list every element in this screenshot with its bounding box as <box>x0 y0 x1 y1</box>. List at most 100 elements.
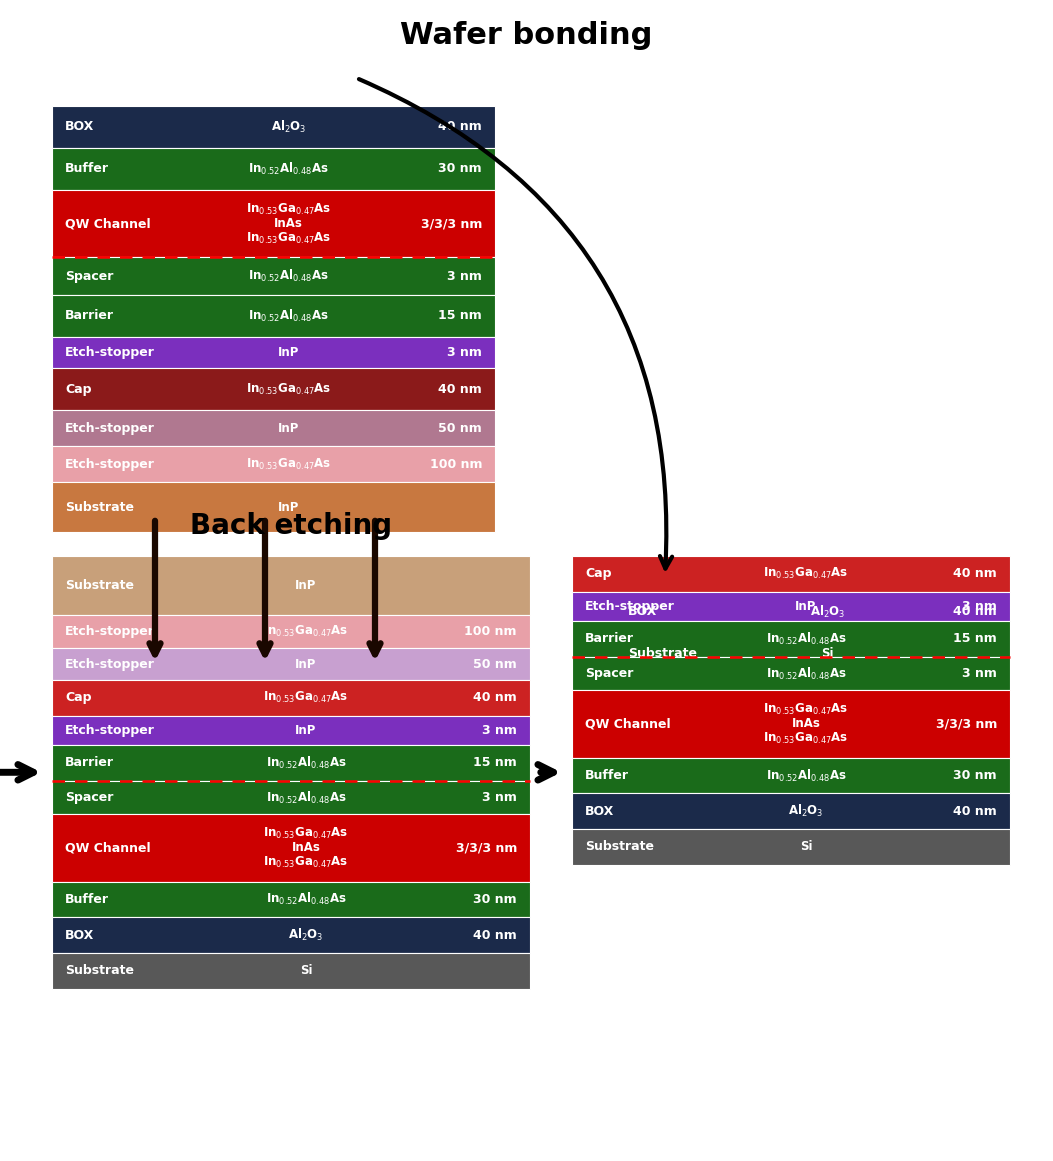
Text: 3/3/3 nm: 3/3/3 nm <box>936 717 997 730</box>
Text: Barrier: Barrier <box>65 756 114 770</box>
Text: Al$_2$O$_3$: Al$_2$O$_3$ <box>789 803 823 820</box>
Text: In$_{0.53}$Ga$_{0.47}$As
InAs
In$_{0.53}$Ga$_{0.47}$As: In$_{0.53}$Ga$_{0.47}$As InAs In$_{0.53}… <box>763 702 849 747</box>
Text: 30 nm: 30 nm <box>953 769 997 783</box>
Bar <box>52 411 495 446</box>
Text: Si: Si <box>799 841 812 853</box>
Text: 100 nm: 100 nm <box>464 625 517 639</box>
Bar <box>52 337 495 368</box>
Bar <box>52 881 530 917</box>
Text: Etch-stopper: Etch-stopper <box>65 723 155 737</box>
Text: In$_{0.52}$Al$_{0.48}$As: In$_{0.52}$Al$_{0.48}$As <box>249 268 329 284</box>
Text: 100 nm: 100 nm <box>430 457 482 470</box>
Text: 15 nm: 15 nm <box>473 756 517 770</box>
Bar <box>572 793 1010 829</box>
Text: In$_{0.53}$Ga$_{0.47}$As: In$_{0.53}$Ga$_{0.47}$As <box>245 382 332 397</box>
Bar <box>52 814 530 881</box>
Text: InP: InP <box>278 500 299 513</box>
Text: 40 nm: 40 nm <box>953 568 997 580</box>
Bar <box>572 621 1010 657</box>
Text: Etch-stopper: Etch-stopper <box>65 457 155 470</box>
Text: Spacer: Spacer <box>65 791 114 805</box>
Text: 3/3/3 nm: 3/3/3 nm <box>420 217 482 230</box>
Text: BOX: BOX <box>65 929 95 942</box>
Text: Etch-stopper: Etch-stopper <box>65 346 155 359</box>
Text: Buffer: Buffer <box>65 163 110 175</box>
Text: Cap: Cap <box>65 691 92 705</box>
Bar <box>572 691 1010 758</box>
Text: Si: Si <box>300 965 313 978</box>
Text: InP: InP <box>278 346 299 359</box>
Text: Etch-stopper: Etch-stopper <box>65 625 155 639</box>
Text: 3 nm: 3 nm <box>448 346 482 359</box>
Text: In$_{0.52}$Al$_{0.48}$As: In$_{0.52}$Al$_{0.48}$As <box>249 161 329 176</box>
Text: 40 nm: 40 nm <box>953 606 997 619</box>
Text: In$_{0.52}$Al$_{0.48}$As: In$_{0.52}$Al$_{0.48}$As <box>265 892 346 908</box>
Bar <box>52 106 495 147</box>
Bar <box>52 258 495 295</box>
Text: Al$_2$O$_3$: Al$_2$O$_3$ <box>271 118 306 135</box>
Bar <box>572 657 1010 691</box>
Bar <box>52 715 530 745</box>
Text: Buffer: Buffer <box>585 769 629 783</box>
Text: InP: InP <box>295 579 317 592</box>
Text: Barrier: Barrier <box>65 310 114 323</box>
Bar <box>615 591 1010 633</box>
Text: In$_{0.53}$Ga$_{0.47}$As: In$_{0.53}$Ga$_{0.47}$As <box>763 567 849 582</box>
Text: Al$_2$O$_3$: Al$_2$O$_3$ <box>289 926 323 943</box>
Bar <box>52 615 530 648</box>
Text: Barrier: Barrier <box>585 633 634 646</box>
Text: InP: InP <box>278 421 299 435</box>
Text: 3 nm: 3 nm <box>482 723 517 737</box>
Bar <box>572 556 1010 592</box>
Text: 3 nm: 3 nm <box>448 269 482 282</box>
Text: 40 nm: 40 nm <box>438 383 482 396</box>
Bar <box>52 917 530 953</box>
Text: Substrate: Substrate <box>65 500 134 513</box>
Bar <box>615 633 1010 675</box>
Text: BOX: BOX <box>628 606 657 619</box>
Text: Cap: Cap <box>585 568 612 580</box>
Bar <box>572 829 1010 865</box>
Bar <box>52 295 495 337</box>
Text: In$_{0.53}$Ga$_{0.47}$As: In$_{0.53}$Ga$_{0.47}$As <box>263 625 349 640</box>
Bar <box>52 147 495 190</box>
Bar <box>572 758 1010 793</box>
Bar <box>52 780 530 814</box>
Text: 50 nm: 50 nm <box>438 421 482 435</box>
Text: Si: Si <box>821 648 834 661</box>
Text: 50 nm: 50 nm <box>473 657 517 671</box>
Text: 3 nm: 3 nm <box>482 791 517 805</box>
Text: In$_{0.52}$Al$_{0.48}$As: In$_{0.52}$Al$_{0.48}$As <box>249 308 329 324</box>
Text: 3 nm: 3 nm <box>962 600 997 613</box>
Text: In$_{0.53}$Ga$_{0.47}$As: In$_{0.53}$Ga$_{0.47}$As <box>263 690 349 705</box>
Text: In$_{0.52}$Al$_{0.48}$As: In$_{0.52}$Al$_{0.48}$As <box>265 755 346 771</box>
Bar <box>52 648 530 680</box>
Text: Substrate: Substrate <box>585 841 654 853</box>
Text: QW Channel: QW Channel <box>585 717 671 730</box>
Text: Etch-stopper: Etch-stopper <box>65 657 155 671</box>
Text: Substrate: Substrate <box>65 965 134 978</box>
Text: 40 nm: 40 nm <box>473 929 517 942</box>
Text: QW Channel: QW Channel <box>65 217 151 230</box>
Text: 3/3/3 nm: 3/3/3 nm <box>456 842 517 854</box>
Text: In$_{0.53}$Ga$_{0.47}$As
InAs
In$_{0.53}$Ga$_{0.47}$As: In$_{0.53}$Ga$_{0.47}$As InAs In$_{0.53}… <box>245 202 332 246</box>
Text: 40 nm: 40 nm <box>953 805 997 817</box>
Text: In$_{0.52}$Al$_{0.48}$As: In$_{0.52}$Al$_{0.48}$As <box>265 789 346 806</box>
Bar <box>52 368 495 411</box>
Text: 40 nm: 40 nm <box>438 121 482 134</box>
Text: Substrate: Substrate <box>628 648 697 661</box>
Text: InP: InP <box>295 723 317 737</box>
Bar <box>52 680 530 715</box>
Text: InP: InP <box>295 657 317 671</box>
Text: Wafer bonding: Wafer bonding <box>400 22 653 50</box>
Bar <box>52 446 495 482</box>
Bar <box>572 592 1010 621</box>
Bar <box>52 190 495 258</box>
Text: BOX: BOX <box>585 805 614 817</box>
Text: In$_{0.52}$Al$_{0.48}$As: In$_{0.52}$Al$_{0.48}$As <box>766 665 847 682</box>
Text: 15 nm: 15 nm <box>953 633 997 646</box>
Text: Cap: Cap <box>65 383 92 396</box>
Text: 3 nm: 3 nm <box>962 668 997 680</box>
Bar <box>52 745 530 780</box>
Text: Al$_2$O$_3$: Al$_2$O$_3$ <box>810 604 846 620</box>
